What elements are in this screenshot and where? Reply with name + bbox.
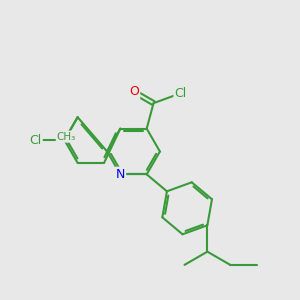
Text: Cl: Cl [29,134,41,147]
Text: Cl: Cl [175,87,187,100]
Text: CH₃: CH₃ [57,132,76,142]
Text: N: N [116,168,125,181]
Text: O: O [129,85,139,98]
